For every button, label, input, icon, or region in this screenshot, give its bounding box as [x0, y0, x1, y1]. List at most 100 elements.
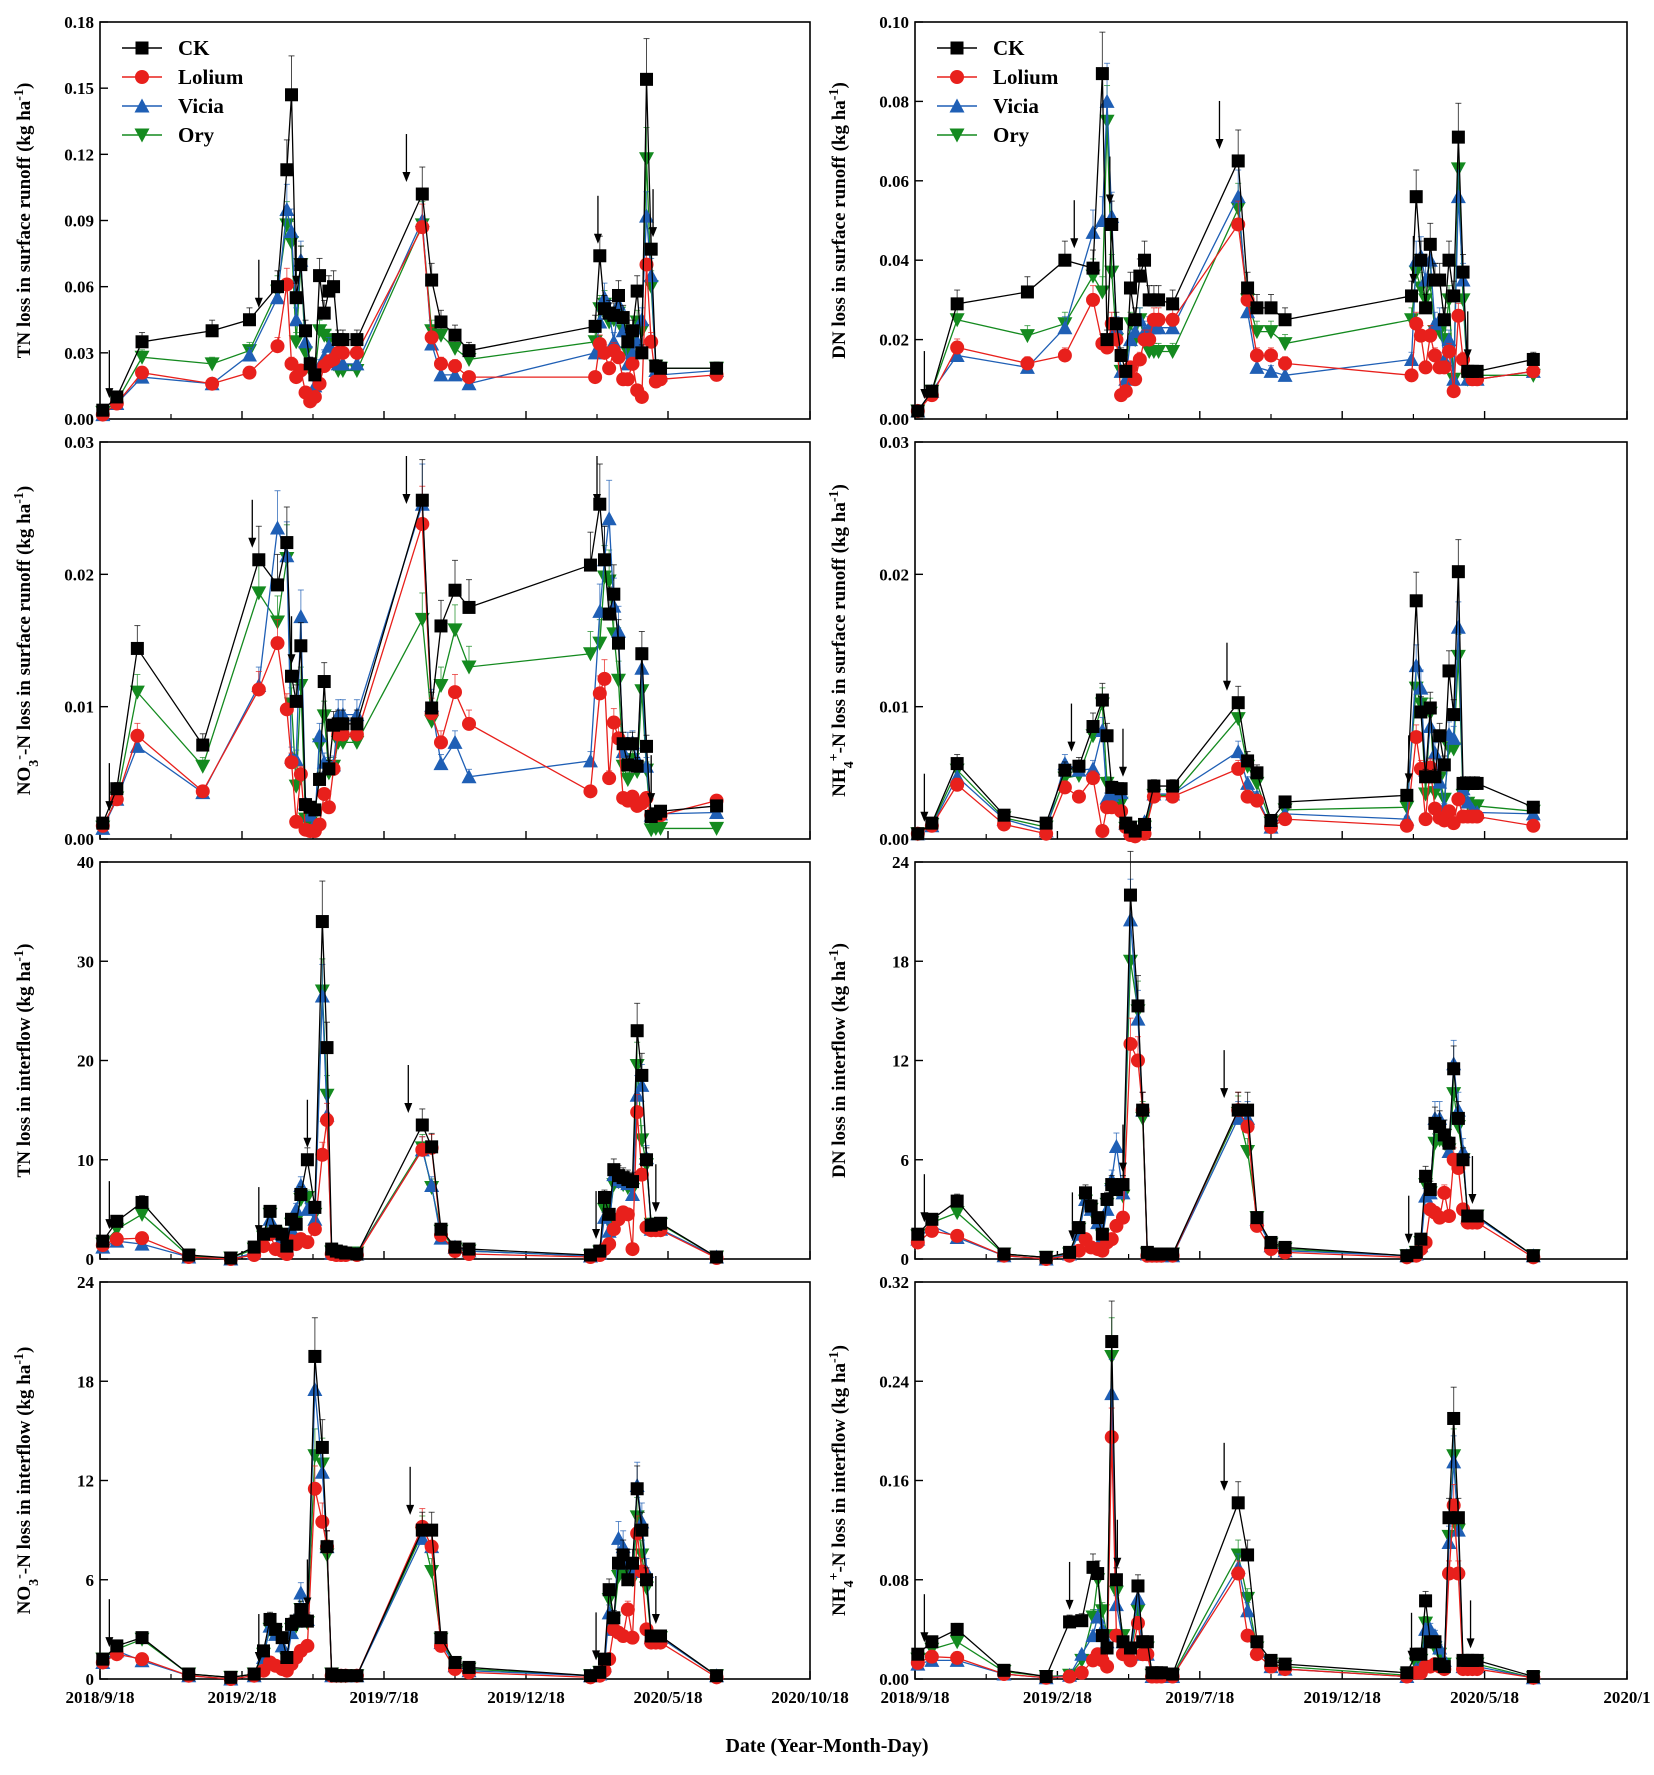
arrow-head	[1407, 1650, 1416, 1661]
data-point	[293, 767, 308, 782]
panel-dn-runoff: 0.00 0.02 0.04 0.06 0.08 0.10 DN loss in surfa…	[827, 13, 1628, 429]
data-point	[1151, 312, 1166, 327]
data-point	[639, 208, 655, 223]
arrow-head	[1404, 773, 1413, 784]
data-point	[1114, 804, 1129, 819]
data-point	[1100, 1659, 1115, 1674]
data-point	[592, 636, 608, 651]
data-point	[1104, 1430, 1119, 1445]
data-point	[1074, 1646, 1090, 1661]
data-point	[424, 1564, 440, 1579]
data-point	[640, 739, 654, 753]
data-point	[949, 347, 965, 362]
legend-label-ory: Ory	[993, 123, 1030, 147]
series-ck	[96, 1317, 724, 1684]
data-point	[1419, 1594, 1433, 1608]
data-point	[1109, 1573, 1123, 1587]
data-point	[135, 1652, 150, 1667]
data-point	[1409, 190, 1423, 204]
plot-frame	[99, 861, 811, 1260]
data-point	[285, 88, 299, 102]
data-point	[1450, 162, 1466, 177]
data-point	[462, 600, 476, 614]
data-point	[635, 346, 649, 360]
data-point	[349, 356, 365, 371]
arrow-head	[1065, 1599, 1074, 1610]
data-point	[307, 1481, 322, 1496]
legend-label-vicia: Vicia	[178, 94, 224, 118]
arrow-head	[1463, 349, 1472, 360]
series-vicia	[910, 878, 1541, 1266]
data-point	[601, 1593, 617, 1608]
data-point	[1166, 1667, 1180, 1681]
arrow-head	[105, 1637, 114, 1648]
arrow-head	[649, 227, 658, 238]
data-point	[582, 647, 598, 662]
data-point	[288, 1201, 304, 1216]
data-point	[1123, 1036, 1138, 1051]
data-point	[710, 799, 724, 813]
data-point	[1249, 348, 1264, 363]
data-point	[299, 324, 313, 338]
data-point	[925, 384, 939, 398]
data-point	[270, 290, 285, 305]
arrow-head	[1070, 238, 1079, 249]
data-point	[1095, 67, 1109, 81]
data-point	[339, 1669, 353, 1683]
y-axis-label: DN loss in surface runoff (kg ha-1)	[827, 82, 851, 359]
y-tick-label: 0.03	[64, 433, 94, 452]
y-axis-label-part: 4	[842, 761, 857, 768]
data-point	[1428, 770, 1442, 784]
arrow-head	[593, 233, 602, 244]
data-point	[110, 390, 124, 404]
data-point	[1116, 1178, 1130, 1192]
series-line	[917, 1043, 1534, 1260]
data-point	[350, 1669, 364, 1683]
data-point	[635, 1068, 649, 1082]
data-point	[280, 536, 294, 550]
y-tick-label: 6	[86, 1571, 95, 1590]
y-axis-label-part: )	[14, 944, 35, 950]
arrow-head	[254, 1225, 263, 1236]
data-point	[1413, 680, 1429, 695]
data-point	[1249, 359, 1265, 374]
x-tick-label: 2020/10/18	[771, 1688, 848, 1707]
data-point	[242, 313, 256, 327]
y-tick-label: 0	[86, 1670, 95, 1689]
data-point	[1142, 332, 1157, 347]
data-point	[1456, 265, 1470, 279]
data-point	[433, 356, 448, 371]
data-point	[1091, 1567, 1105, 1581]
data-point	[620, 1602, 635, 1617]
data-point	[335, 345, 350, 360]
data-point	[1437, 360, 1452, 375]
data-point	[1470, 1653, 1484, 1667]
data-point	[950, 1228, 965, 1243]
data-point	[263, 1612, 277, 1626]
x-tick-label: 2019/2/18	[1023, 1688, 1092, 1707]
data-point	[654, 1216, 668, 1230]
data-point	[911, 1227, 925, 1241]
arrow-head	[920, 389, 929, 400]
data-point	[949, 1635, 965, 1650]
legend-marker	[135, 70, 149, 84]
data-point	[1115, 1210, 1130, 1225]
data-point	[315, 1514, 330, 1529]
x-tick-label: 2019/12/18	[1303, 1688, 1380, 1707]
data-point	[349, 727, 364, 742]
data-point	[280, 1650, 294, 1664]
data-point	[709, 821, 725, 836]
x-axis-title: Date (Year-Month-Day)	[725, 1735, 928, 1757]
data-point	[415, 1118, 429, 1132]
data-point	[462, 1242, 476, 1256]
data-point	[335, 356, 351, 371]
y-tick-label: 18	[77, 1372, 94, 1391]
data-point	[434, 1222, 448, 1236]
data-point	[274, 1638, 290, 1653]
data-point	[415, 187, 429, 201]
arrow-head	[1118, 1162, 1127, 1173]
data-point	[1086, 261, 1100, 275]
y-tick-label: 10	[77, 1151, 94, 1170]
data-point	[307, 1211, 323, 1226]
data-point	[1400, 1666, 1414, 1680]
